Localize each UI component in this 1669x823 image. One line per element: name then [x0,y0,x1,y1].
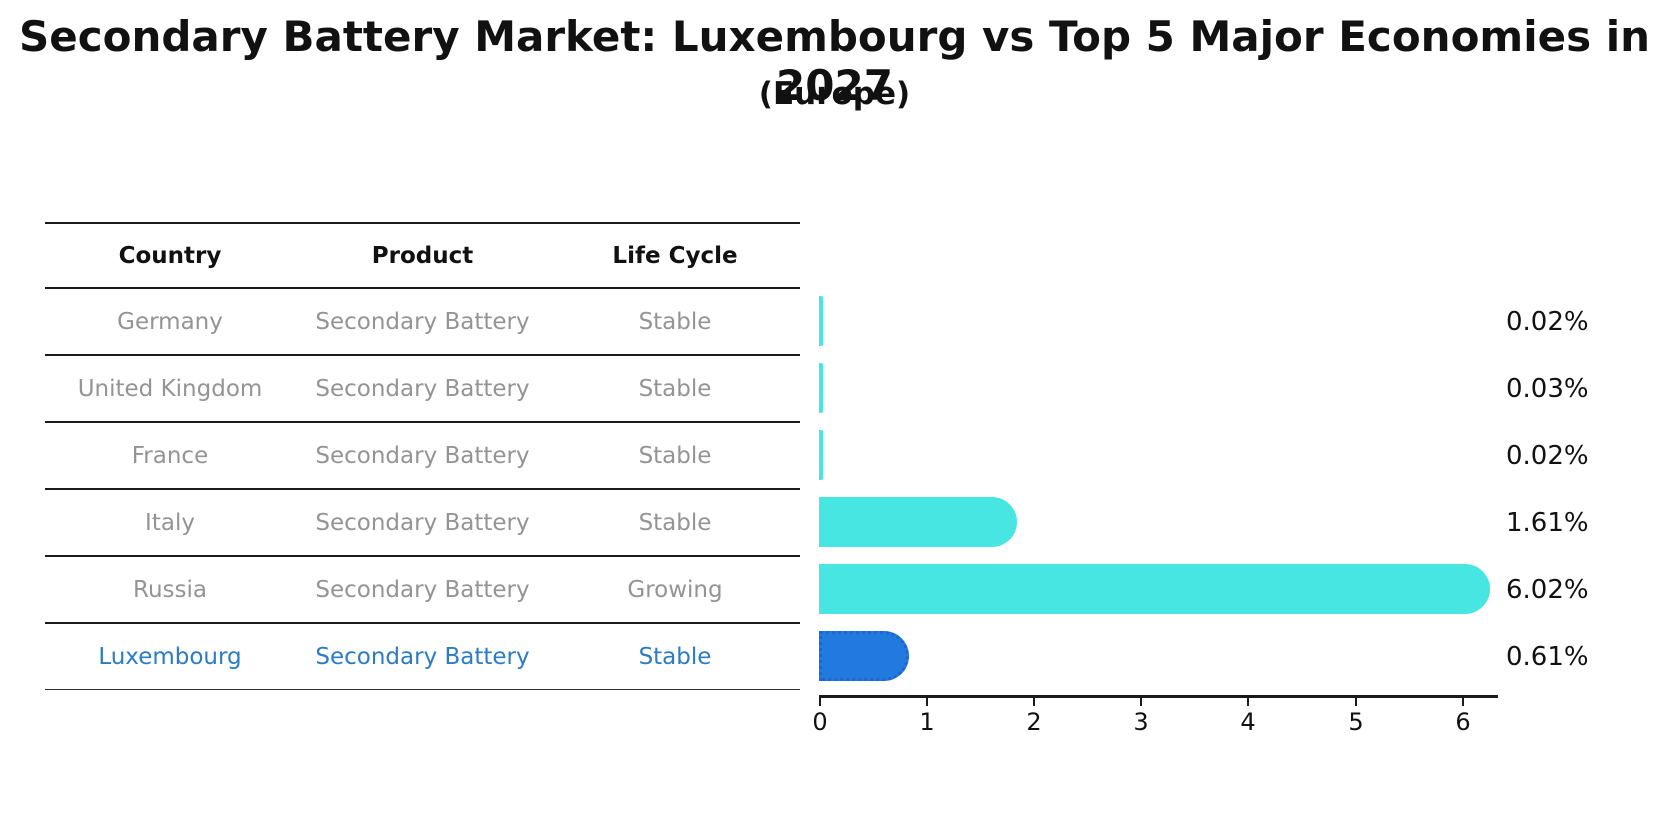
table-row-italy: Italy Secondary Battery Stable [45,489,800,556]
cell-product: Secondary Battery [315,509,530,536]
cell-product: Secondary Battery [315,643,530,670]
chart-subtitle: (Europe) [758,76,911,112]
table-row-rule [45,354,800,356]
x-axis-tick [1462,697,1464,706]
cell-life-cycle: Stable [638,442,712,469]
table-row-germany: Germany Secondary Battery Stable [45,288,800,355]
table-bottom-rule [45,689,800,690]
table-header-rule [45,287,800,289]
table-row-rule [45,622,800,624]
table-row-rule [45,488,800,490]
value-label-luxembourg: 0.61% [1506,642,1589,672]
value-label-germany: 0.02% [1506,307,1589,337]
value-label-united-kingdom: 0.03% [1506,374,1589,404]
cell-country: United Kingdom [77,375,263,402]
bar-italy [819,497,1017,547]
cell-product: Secondary Battery [315,308,530,335]
bar-france [819,430,823,480]
cell-life-cycle: Stable [638,509,712,536]
cell-product: Secondary Battery [315,375,530,402]
table-top-rule [45,222,800,224]
cell-life-cycle: Stable [638,308,712,335]
x-axis-tick [1355,697,1357,706]
x-axis-tick [1247,697,1249,706]
table-row-rule [45,555,800,557]
table-header-row: Country Product Life Cycle [45,222,800,289]
table-row-rule [45,421,800,423]
x-axis-tick-label: 5 [1348,708,1364,736]
x-axis-tick [1033,697,1035,706]
x-axis-tick [1140,697,1142,706]
cell-country: Russia [133,576,207,603]
cell-country: France [131,442,209,469]
x-axis-tick-label: 1 [919,708,935,736]
bar-russia [819,564,1490,614]
table-row-luxembourg: Luxembourg Secondary Battery Stable [45,623,800,690]
bar-germany [819,296,823,346]
cell-life-cycle: Growing [627,576,723,603]
chart-title: Secondary Battery Market: Luxembourg vs … [18,12,1650,110]
value-label-france: 0.02% [1506,441,1589,471]
table-row-russia: Russia Secondary Battery Growing [45,556,800,623]
table-row-united-kingdom: United Kingdom Secondary Battery Stable [45,355,800,422]
cell-life-cycle: Stable [638,643,712,670]
column-header-product: Product [371,242,474,269]
x-axis-tick-label: 2 [1026,708,1042,736]
column-header-country: Country [118,242,222,269]
x-axis-tick [819,697,821,706]
cell-country: Italy [145,509,195,536]
cell-life-cycle: Stable [638,375,712,402]
bar-united-kingdom [819,363,823,413]
column-header-life-cycle: Life Cycle [612,242,738,269]
value-label-russia: 6.02% [1506,575,1589,605]
x-axis-line [819,695,1498,698]
cell-product: Secondary Battery [315,442,530,469]
x-axis-tick-label: 4 [1240,708,1256,736]
value-label-italy: 1.61% [1506,508,1589,538]
x-axis-tick-label: 6 [1455,708,1471,736]
table-row-france: France Secondary Battery Stable [45,422,800,489]
x-axis-tick-label: 0 [812,708,828,736]
cell-country: Germany [117,308,223,335]
bar-luxembourg [819,631,910,681]
x-axis-tick [926,697,928,706]
cell-country: Luxembourg [98,643,242,670]
x-axis-tick-label: 3 [1133,708,1149,736]
cell-product: Secondary Battery [315,576,530,603]
